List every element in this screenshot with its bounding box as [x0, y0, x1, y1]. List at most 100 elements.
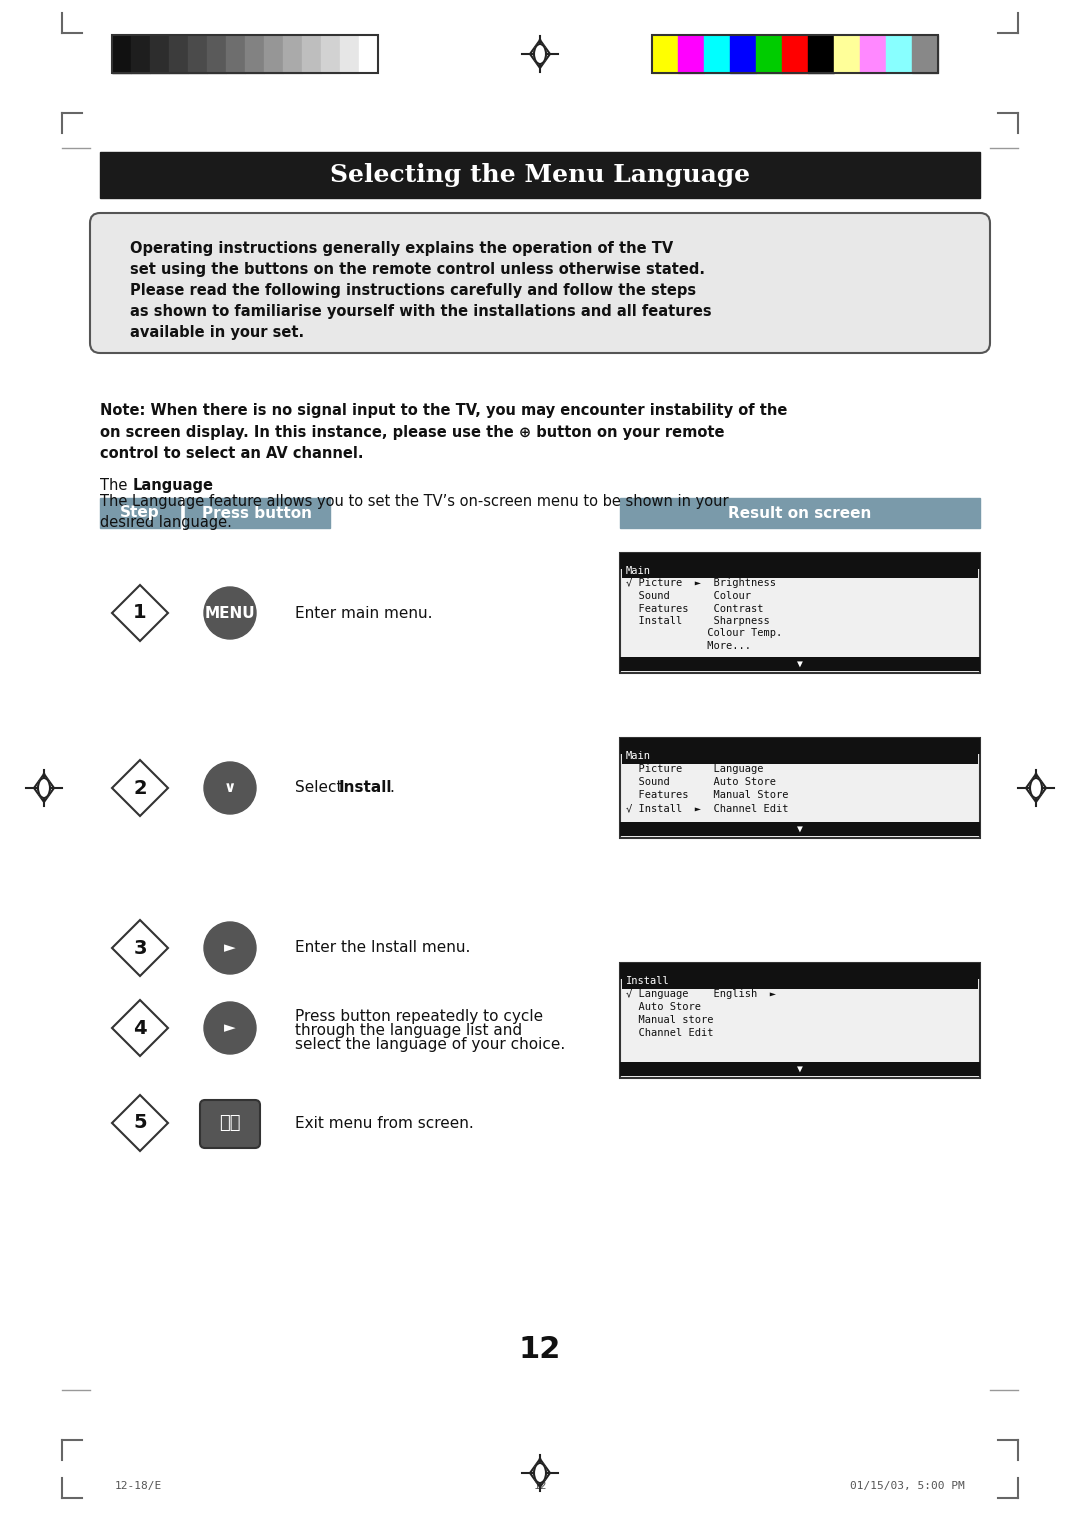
Text: Note: When there is no signal input to the TV, you may encounter instability of : Note: When there is no signal input to t…: [100, 403, 787, 461]
Text: through the language list and: through the language list and: [295, 1022, 522, 1038]
Text: √ Picture  ►  Brightness: √ Picture ► Brightness: [626, 579, 777, 588]
Bar: [622, 750, 978, 764]
Bar: [620, 553, 980, 568]
Bar: [112, 35, 131, 73]
Circle shape: [204, 1002, 256, 1054]
Bar: [207, 35, 226, 73]
Text: Install: Install: [626, 976, 670, 986]
Bar: [321, 35, 340, 73]
Text: Select: Select: [295, 781, 348, 796]
Text: Install: Install: [339, 781, 392, 796]
Text: ▼: ▼: [797, 659, 802, 669]
Text: Language: Language: [133, 478, 214, 494]
Bar: [283, 35, 302, 73]
Text: Sound       Colour: Sound Colour: [626, 591, 751, 601]
Bar: [620, 738, 980, 753]
Text: Features    Manual Store: Features Manual Store: [626, 790, 788, 801]
Ellipse shape: [534, 44, 546, 64]
Text: Enter the Install menu.: Enter the Install menu.: [295, 941, 471, 955]
Bar: [226, 35, 245, 73]
Bar: [620, 553, 980, 672]
Text: Selecting the Menu Language: Selecting the Menu Language: [329, 163, 751, 186]
Text: ▼: ▼: [797, 824, 802, 834]
Text: Main: Main: [626, 565, 651, 576]
Text: Enter main menu.: Enter main menu.: [295, 605, 432, 620]
Text: MENU: MENU: [205, 605, 255, 620]
Text: Press button repeatedly to cycle: Press button repeatedly to cycle: [295, 1008, 543, 1024]
Text: ►: ►: [225, 941, 235, 955]
Bar: [782, 35, 808, 73]
Bar: [620, 498, 980, 529]
Text: select the language of your choice.: select the language of your choice.: [295, 1036, 565, 1051]
Bar: [704, 35, 730, 73]
Bar: [150, 35, 168, 73]
Text: Channel Edit: Channel Edit: [626, 1028, 714, 1038]
Text: 12: 12: [534, 1481, 546, 1491]
Text: The: The: [100, 478, 132, 494]
Text: 1: 1: [133, 604, 147, 622]
Text: Main: Main: [626, 750, 651, 761]
Text: √ Language    English  ►: √ Language English ►: [626, 989, 777, 999]
Circle shape: [204, 921, 256, 973]
Bar: [620, 963, 980, 1077]
Bar: [912, 35, 939, 73]
Bar: [112, 35, 378, 73]
Text: Auto Store: Auto Store: [626, 1002, 701, 1012]
Bar: [302, 35, 321, 73]
Bar: [100, 151, 980, 199]
Ellipse shape: [1030, 778, 1042, 798]
Bar: [620, 963, 980, 979]
Bar: [620, 1062, 980, 1076]
Text: 3: 3: [133, 938, 147, 958]
Bar: [100, 498, 180, 529]
Bar: [622, 975, 978, 989]
FancyBboxPatch shape: [200, 1100, 260, 1148]
Circle shape: [204, 762, 256, 814]
Bar: [620, 657, 980, 671]
Text: 2: 2: [133, 778, 147, 798]
Bar: [188, 35, 207, 73]
Text: Picture     Language: Picture Language: [626, 764, 764, 775]
Bar: [620, 822, 980, 836]
Ellipse shape: [38, 778, 50, 798]
Bar: [860, 35, 886, 73]
Text: Exit menu from screen.: Exit menu from screen.: [295, 1115, 474, 1131]
Text: Features    Contrast: Features Contrast: [626, 604, 764, 614]
Bar: [808, 35, 834, 73]
Text: Colour Temp.: Colour Temp.: [626, 628, 782, 639]
Text: Press button: Press button: [202, 506, 312, 521]
Bar: [678, 35, 704, 73]
Bar: [185, 498, 330, 529]
Text: 12: 12: [518, 1335, 562, 1365]
Text: More...: More...: [626, 642, 751, 651]
Text: ►: ►: [225, 1021, 235, 1036]
FancyBboxPatch shape: [90, 212, 990, 353]
Bar: [359, 35, 378, 73]
Bar: [652, 35, 678, 73]
Text: 01/15/03, 5:00 PM: 01/15/03, 5:00 PM: [850, 1481, 966, 1491]
Bar: [245, 35, 264, 73]
Text: The Language feature allows you to set the TV’s on-screen menu to be shown in yo: The Language feature allows you to set t…: [100, 494, 729, 530]
Text: ∨: ∨: [224, 781, 237, 796]
Bar: [652, 35, 939, 73]
Bar: [834, 35, 860, 73]
Text: √ Install  ►  Channel Edit: √ Install ► Channel Edit: [626, 804, 788, 813]
Bar: [886, 35, 912, 73]
Text: Operating instructions generally explains the operation of the TV
set using the : Operating instructions generally explain…: [130, 241, 712, 341]
Bar: [620, 738, 980, 837]
Bar: [340, 35, 359, 73]
Ellipse shape: [534, 1462, 546, 1484]
Bar: [756, 35, 782, 73]
Bar: [168, 35, 188, 73]
Circle shape: [204, 587, 256, 639]
Text: Result on screen: Result on screen: [728, 506, 872, 521]
Bar: [730, 35, 756, 73]
Text: Step: Step: [120, 506, 160, 521]
Text: .: .: [389, 781, 394, 796]
Text: 12-18/E: 12-18/E: [114, 1481, 162, 1491]
Text: ▼: ▼: [797, 1063, 802, 1074]
Text: 4: 4: [133, 1019, 147, 1038]
Bar: [622, 565, 978, 578]
Text: Sound       Auto Store: Sound Auto Store: [626, 778, 777, 787]
Text: Manual store: Manual store: [626, 1015, 714, 1025]
